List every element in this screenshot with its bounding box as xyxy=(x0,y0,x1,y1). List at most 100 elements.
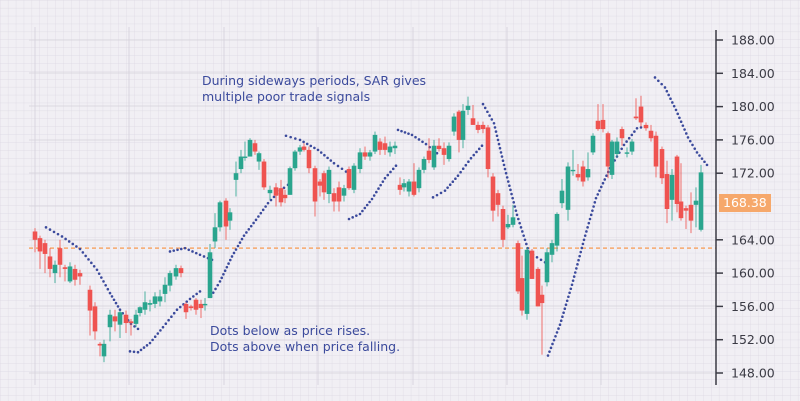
candle-body xyxy=(362,152,368,157)
sar-dot xyxy=(67,240,71,243)
candle-up xyxy=(387,141,393,157)
y-tick-label: 184.00 xyxy=(731,66,775,81)
sar-dot xyxy=(454,177,457,180)
sar-dot xyxy=(581,242,585,246)
sar-dot xyxy=(223,269,227,273)
sar-dot xyxy=(64,237,67,241)
candle-body xyxy=(117,312,123,325)
sar-dot xyxy=(575,267,578,270)
sar-dot xyxy=(495,134,499,138)
candle-down xyxy=(178,265,184,278)
candle-body xyxy=(278,188,284,203)
sar-dot xyxy=(573,271,577,274)
candle-down xyxy=(674,154,680,213)
candle-body xyxy=(519,278,525,311)
candle-body xyxy=(529,250,535,279)
candle-down xyxy=(575,164,581,181)
candle-body xyxy=(480,124,486,130)
sar-dot xyxy=(289,135,292,139)
candle-down xyxy=(580,160,586,187)
sar-dot xyxy=(569,287,573,291)
sar-dot xyxy=(546,354,550,357)
sar-dot xyxy=(198,290,202,293)
sar-dot xyxy=(151,338,154,342)
sar-dot xyxy=(340,167,344,171)
sar-dot xyxy=(407,132,410,135)
sar-dot xyxy=(100,276,103,279)
sar-dot xyxy=(424,142,428,146)
sar-dot xyxy=(561,315,564,319)
candle-down xyxy=(57,239,63,278)
candle-body xyxy=(629,141,635,152)
sar-dot xyxy=(431,196,435,199)
sar-dot xyxy=(435,151,439,155)
candle-down xyxy=(515,240,521,294)
sar-dot xyxy=(230,255,234,258)
candle-down xyxy=(362,146,368,160)
candle-body xyxy=(500,208,506,240)
y-tick-label: 188.00 xyxy=(731,33,775,48)
sar-dot xyxy=(598,189,601,192)
candle-body xyxy=(397,184,403,190)
sar-dot xyxy=(363,206,367,210)
candle-body xyxy=(565,166,571,210)
candle-up xyxy=(505,214,511,229)
y-tick-label: 156.00 xyxy=(731,299,775,314)
sar-dot xyxy=(592,205,595,208)
candle-up xyxy=(207,243,213,299)
candle-body xyxy=(614,141,620,155)
candle-up xyxy=(669,169,675,221)
candle-down xyxy=(188,304,194,311)
sar-dot xyxy=(446,186,449,189)
sar-dot xyxy=(114,301,118,305)
candle-up xyxy=(107,309,113,342)
sar-dot xyxy=(370,197,374,201)
candle-body xyxy=(47,256,53,269)
candle-body xyxy=(173,268,179,277)
sar-dot xyxy=(383,176,387,180)
candle-body xyxy=(242,156,248,158)
candle-body xyxy=(97,343,103,346)
sar-dot xyxy=(663,86,667,89)
candle-up xyxy=(570,149,576,176)
sar-dot xyxy=(176,248,179,252)
sar-dot xyxy=(247,228,251,231)
sar-dot xyxy=(501,159,505,163)
candle-down xyxy=(653,131,659,178)
candle-down xyxy=(605,131,611,179)
candle-body xyxy=(282,194,288,199)
sar-dot xyxy=(504,171,508,175)
sar-dot xyxy=(579,250,583,254)
candle-body xyxy=(107,314,113,328)
candle-body xyxy=(406,181,412,192)
candle-body xyxy=(233,173,239,180)
sar-dot xyxy=(678,116,681,120)
candle-down xyxy=(600,104,606,133)
candle-body xyxy=(217,202,223,228)
candle-body xyxy=(331,193,337,202)
candle-body xyxy=(32,231,38,240)
candle-up xyxy=(549,239,555,263)
candle-down xyxy=(346,166,352,190)
sar-dot xyxy=(443,189,447,192)
sar-dot xyxy=(365,203,369,207)
candle-down xyxy=(539,285,545,355)
sar-dot xyxy=(183,246,187,250)
candle-down xyxy=(480,121,486,134)
candle-down xyxy=(678,163,684,221)
y-tick-label: 172.00 xyxy=(731,166,775,181)
sar-dot xyxy=(234,248,238,251)
sar-dot xyxy=(298,138,302,142)
candle-body xyxy=(515,243,521,292)
sar-dot xyxy=(305,142,309,146)
sar-dot xyxy=(172,311,176,315)
candle-body xyxy=(495,193,501,205)
candle-down xyxy=(382,136,388,155)
sar-dot xyxy=(622,143,626,147)
sar-dot xyxy=(194,251,198,255)
sar-dot xyxy=(698,154,701,157)
sar-dot xyxy=(683,128,686,131)
candle-up xyxy=(341,184,347,202)
candle-down xyxy=(664,160,670,224)
sar-dot xyxy=(693,147,697,150)
